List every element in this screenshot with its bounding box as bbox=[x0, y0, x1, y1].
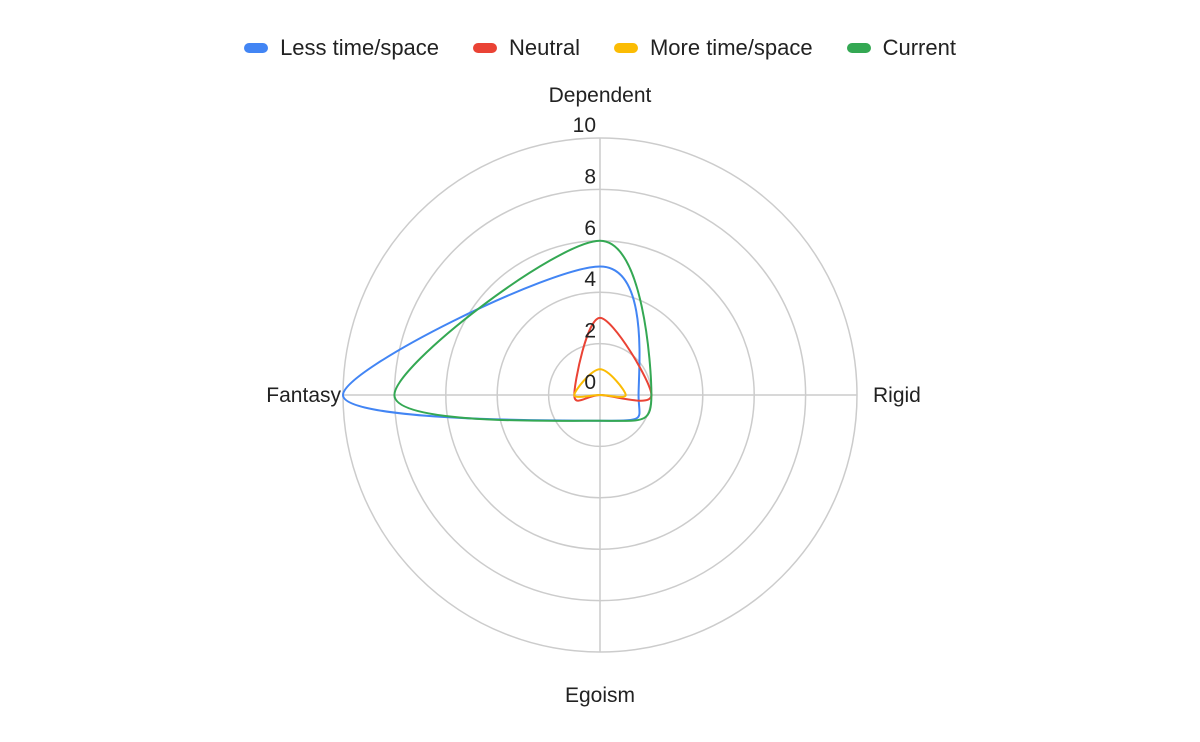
tick-label: 6 bbox=[584, 217, 596, 240]
axis-label-dependent: Dependent bbox=[549, 84, 652, 107]
legend-swatch bbox=[473, 43, 498, 53]
legend-item-more-time-space[interactable]: More time/space bbox=[613, 35, 813, 61]
legend-label: Less time/space bbox=[280, 35, 440, 60]
tick-label: 8 bbox=[584, 165, 596, 188]
chart-legend: Less time/space Neutral More time/space … bbox=[0, 31, 1200, 65]
legend-item-less-time-space[interactable]: Less time/space bbox=[244, 35, 439, 61]
legend-label: Neutral bbox=[509, 35, 580, 60]
legend-item-current[interactable]: Current bbox=[846, 35, 956, 61]
axis-label-fantasy: Fantasy bbox=[266, 384, 341, 407]
legend-swatch bbox=[613, 43, 638, 53]
legend-swatch bbox=[846, 43, 871, 53]
radar-tick-labels: 0 2 4 6 8 10 bbox=[573, 114, 597, 394]
legend-item-neutral[interactable]: Neutral bbox=[473, 35, 580, 61]
axis-label-egoism: Egoism bbox=[565, 684, 635, 707]
legend-label: More time/space bbox=[649, 35, 813, 60]
legend-label: Current bbox=[882, 35, 956, 60]
axis-label-rigid: Rigid bbox=[873, 384, 921, 407]
series-line[interactable] bbox=[393, 239, 653, 422]
radar-axis-labels: Dependent Rigid Egoism Fantasy bbox=[266, 84, 921, 707]
legend-swatch bbox=[244, 43, 269, 53]
series-line[interactable] bbox=[573, 368, 627, 398]
tick-label: 10 bbox=[573, 114, 596, 137]
tick-label: 4 bbox=[584, 268, 596, 291]
radar-series bbox=[341, 239, 653, 422]
tick-label: 2 bbox=[584, 320, 596, 343]
tick-label: 0 bbox=[584, 371, 596, 394]
